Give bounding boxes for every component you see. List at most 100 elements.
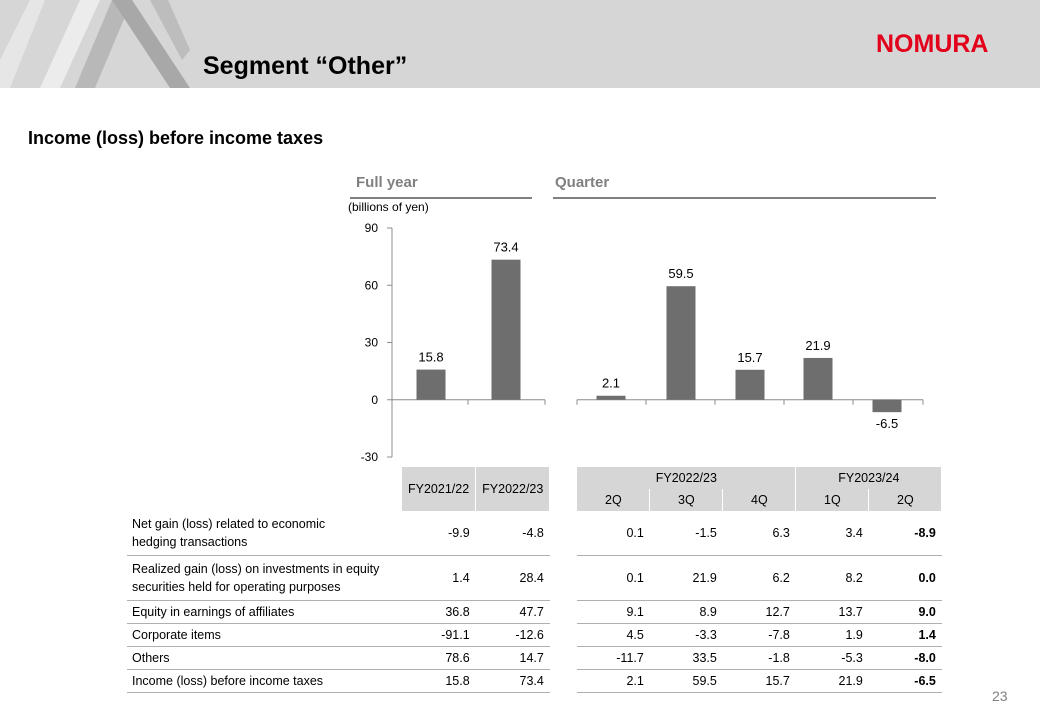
bar-value-label: 59.5 bbox=[668, 266, 693, 281]
row-label-line: Others bbox=[132, 651, 170, 665]
table-cell: 8.2 bbox=[795, 555, 869, 601]
bar-fy2023-24-1q bbox=[803, 357, 833, 400]
table-corner bbox=[127, 467, 402, 489]
bar-fy2023-24-2q bbox=[872, 399, 902, 413]
fy-header-2: FY2022/23 bbox=[475, 467, 551, 511]
slide-header bbox=[0, 0, 1040, 88]
bar-value-label: 73.4 bbox=[493, 240, 518, 255]
table-cell: 0.1 bbox=[576, 511, 650, 556]
table-gap bbox=[549, 600, 577, 624]
table-cell: -4.8 bbox=[475, 511, 550, 556]
table-cell: 21.9 bbox=[795, 669, 869, 693]
table-cell: -7.8 bbox=[722, 623, 796, 647]
table-cell: 9.1 bbox=[576, 600, 650, 624]
row-label-line: Net gain (loss) related to economic bbox=[132, 517, 326, 531]
table-cell: 1.4 bbox=[868, 623, 942, 647]
table-cell: 3.4 bbox=[795, 511, 869, 556]
table-gap bbox=[549, 489, 577, 511]
table-cell: 78.6 bbox=[401, 646, 476, 670]
bar-value-label: 21.9 bbox=[805, 338, 830, 353]
table-cell: 13.7 bbox=[795, 600, 869, 624]
table-cell: 59.5 bbox=[649, 669, 723, 693]
table-cell: -1.8 bbox=[722, 646, 796, 670]
quarter-header-2q-fy2022: 2Q bbox=[576, 489, 651, 511]
table-row: Income (loss) before income taxes 15.8 73.… bbox=[127, 669, 942, 693]
row-label-line: Income (loss) before income taxes bbox=[132, 674, 324, 688]
y-tick-label: 90 bbox=[365, 221, 379, 235]
bar-value-label: -6.5 bbox=[876, 416, 898, 431]
table-cell: -91.1 bbox=[401, 623, 476, 647]
table-cell: -8.0 bbox=[868, 646, 942, 670]
row-label-line: securities held for operating purposes bbox=[132, 580, 341, 594]
table-cell: 73.4 bbox=[475, 669, 550, 693]
row-label: Others bbox=[127, 646, 402, 670]
table-cell: 6.2 bbox=[722, 555, 796, 601]
table-cell: 2.1 bbox=[576, 669, 650, 693]
table-cell: 9.0 bbox=[868, 600, 942, 624]
quarter-heading: Quarter bbox=[555, 174, 610, 191]
table-cell: 36.8 bbox=[401, 600, 476, 624]
income-breakdown-table: FY2021/22 FY2022/23 FY2022/23 FY2023/24 … bbox=[127, 467, 943, 693]
table-cell: -12.6 bbox=[475, 623, 550, 647]
income-bar-chart: 90 60 30 0 -30 15.8 73.4 2.1 59.5 15.7 21.9 -6.5 bbox=[361, 221, 924, 464]
row-label: Corporate items bbox=[127, 623, 402, 647]
y-tick-label: -30 bbox=[361, 450, 379, 464]
quarter-header-1q: 1Q bbox=[795, 489, 870, 511]
bar-value-label: 15.7 bbox=[737, 350, 762, 365]
unit-label: (billions of yen) bbox=[348, 200, 429, 214]
chart-subtitle: Income (loss) before income taxes bbox=[28, 128, 324, 148]
table-cell: 8.9 bbox=[649, 600, 723, 624]
quarter-group-fy2022: FY2022/23 bbox=[576, 467, 797, 489]
y-tick-label: 60 bbox=[365, 278, 379, 292]
table-gap bbox=[549, 511, 577, 556]
table-gap bbox=[549, 555, 577, 601]
row-label-line: Corporate items bbox=[132, 628, 221, 642]
table-cell: 1.4 bbox=[401, 555, 476, 601]
table-cell: -9.9 bbox=[401, 511, 476, 556]
row-label-line: Equity in earnings of affiliates bbox=[132, 605, 295, 619]
table-gap bbox=[549, 467, 577, 489]
table-cell: 14.7 bbox=[475, 646, 550, 670]
table-cell: 28.4 bbox=[475, 555, 550, 601]
table-gap bbox=[549, 623, 577, 647]
bar-fy2022-23-2q bbox=[596, 395, 626, 400]
table-corner-2 bbox=[127, 489, 402, 511]
table-cell: 15.7 bbox=[722, 669, 796, 693]
quarter-header-2q-fy2023: 2Q bbox=[868, 489, 943, 511]
row-label: Equity in earnings of affiliates bbox=[127, 600, 402, 624]
bar-fy2021-22 bbox=[416, 369, 446, 400]
table-cell: -1.5 bbox=[649, 511, 723, 556]
quarter-header-3q: 3Q bbox=[649, 489, 724, 511]
bar-fy2022-23-4q bbox=[735, 369, 765, 400]
table-row: Realized gain (loss) on investments in e… bbox=[127, 555, 942, 601]
table-cell: 12.7 bbox=[722, 600, 796, 624]
quarter-header-4q: 4Q bbox=[722, 489, 797, 511]
y-tick-label: 0 bbox=[371, 393, 378, 407]
table-cell: -11.7 bbox=[576, 646, 650, 670]
table-cell: 0.1 bbox=[576, 555, 650, 601]
table-gap bbox=[549, 669, 577, 693]
y-tick-label: 30 bbox=[365, 336, 379, 350]
table-gap bbox=[549, 646, 577, 670]
table-cell: -6.5 bbox=[868, 669, 942, 693]
table-cell: 21.9 bbox=[649, 555, 723, 601]
bar-value-label: 2.1 bbox=[602, 376, 620, 391]
header-decoration bbox=[0, 0, 190, 88]
fy-header-1: FY2021/22 bbox=[400, 467, 477, 511]
bar-fy2022-23 bbox=[491, 259, 521, 400]
nomura-logo: NOMURA bbox=[876, 30, 989, 58]
row-label: Realized gain (loss) on investments in e… bbox=[127, 555, 402, 601]
full-year-rule bbox=[350, 197, 532, 199]
table-row: Net gain (loss) related to economic hedgi… bbox=[127, 511, 942, 556]
table-cell: 0.0 bbox=[868, 555, 942, 601]
table-row: Corporate items -91.1 -12.6 4.5 -3.3 -7.8 1.9 1… bbox=[127, 623, 942, 647]
table-cell: 47.7 bbox=[475, 600, 550, 624]
full-year-heading: Full year bbox=[356, 174, 418, 191]
table-cell: 6.3 bbox=[722, 511, 796, 556]
table-cell: 4.5 bbox=[576, 623, 650, 647]
table-cell: -8.9 bbox=[868, 511, 942, 556]
quarter-rule bbox=[553, 197, 936, 199]
table-cell: 33.5 bbox=[649, 646, 723, 670]
slide-title: Segment “Other” bbox=[203, 52, 408, 80]
row-label: Income (loss) before income taxes bbox=[127, 669, 402, 693]
